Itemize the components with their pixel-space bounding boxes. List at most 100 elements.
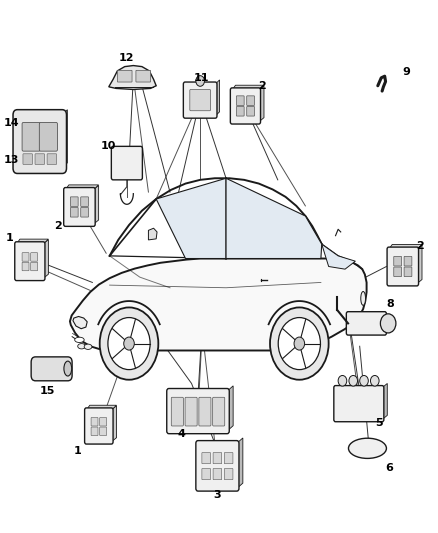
FancyBboxPatch shape [23, 154, 32, 165]
FancyBboxPatch shape [85, 408, 113, 444]
Text: 13: 13 [4, 155, 19, 165]
FancyBboxPatch shape [31, 262, 38, 271]
Text: 5: 5 [375, 418, 382, 428]
FancyBboxPatch shape [213, 453, 222, 464]
Polygon shape [111, 406, 117, 442]
FancyBboxPatch shape [224, 453, 233, 464]
Text: 10: 10 [101, 141, 116, 151]
FancyBboxPatch shape [404, 256, 412, 266]
FancyBboxPatch shape [247, 107, 254, 116]
Polygon shape [215, 80, 219, 116]
Polygon shape [70, 259, 367, 351]
Polygon shape [226, 178, 322, 259]
Polygon shape [232, 85, 264, 90]
FancyBboxPatch shape [394, 267, 402, 277]
FancyBboxPatch shape [394, 256, 402, 266]
Polygon shape [259, 86, 264, 122]
FancyBboxPatch shape [404, 267, 412, 277]
FancyBboxPatch shape [81, 207, 88, 217]
Text: 11: 11 [194, 73, 209, 83]
Text: 2: 2 [54, 221, 62, 231]
Circle shape [338, 375, 347, 386]
FancyBboxPatch shape [71, 207, 78, 217]
Polygon shape [65, 185, 99, 190]
Circle shape [360, 375, 368, 386]
FancyBboxPatch shape [35, 154, 45, 165]
Circle shape [380, 314, 396, 333]
FancyBboxPatch shape [213, 397, 225, 426]
FancyBboxPatch shape [346, 312, 386, 335]
Text: 1: 1 [74, 446, 81, 456]
Polygon shape [62, 110, 67, 168]
Polygon shape [156, 178, 226, 259]
FancyBboxPatch shape [111, 147, 142, 180]
FancyBboxPatch shape [199, 397, 211, 426]
FancyBboxPatch shape [81, 197, 88, 206]
FancyBboxPatch shape [91, 427, 98, 435]
Circle shape [124, 337, 134, 350]
Text: 14: 14 [4, 118, 19, 128]
FancyBboxPatch shape [64, 188, 95, 227]
FancyBboxPatch shape [202, 453, 211, 464]
FancyBboxPatch shape [213, 469, 222, 480]
FancyBboxPatch shape [22, 123, 40, 151]
Polygon shape [17, 239, 48, 244]
Ellipse shape [361, 292, 366, 305]
FancyBboxPatch shape [171, 397, 184, 426]
Polygon shape [73, 317, 87, 329]
FancyBboxPatch shape [31, 357, 72, 381]
Ellipse shape [75, 337, 84, 343]
FancyBboxPatch shape [100, 417, 106, 426]
Polygon shape [43, 240, 48, 278]
FancyBboxPatch shape [22, 262, 29, 271]
FancyBboxPatch shape [47, 154, 57, 165]
FancyBboxPatch shape [224, 469, 233, 480]
Text: 15: 15 [39, 386, 55, 396]
Polygon shape [237, 438, 243, 488]
Polygon shape [109, 66, 156, 90]
FancyBboxPatch shape [184, 82, 217, 118]
Text: 8: 8 [386, 299, 394, 309]
Circle shape [371, 375, 379, 386]
FancyBboxPatch shape [196, 441, 239, 491]
Ellipse shape [349, 438, 386, 458]
Polygon shape [382, 383, 387, 419]
Ellipse shape [78, 344, 85, 349]
FancyBboxPatch shape [237, 96, 244, 106]
FancyBboxPatch shape [167, 389, 229, 434]
Circle shape [278, 318, 321, 369]
Text: 12: 12 [119, 53, 134, 63]
FancyBboxPatch shape [100, 427, 106, 435]
Polygon shape [322, 244, 355, 269]
FancyBboxPatch shape [387, 247, 419, 286]
FancyBboxPatch shape [91, 417, 98, 426]
FancyBboxPatch shape [117, 70, 132, 82]
Circle shape [100, 308, 159, 379]
FancyBboxPatch shape [15, 242, 45, 280]
FancyBboxPatch shape [237, 107, 244, 116]
FancyBboxPatch shape [22, 253, 29, 261]
FancyBboxPatch shape [202, 469, 211, 480]
FancyBboxPatch shape [13, 110, 67, 173]
Text: 2: 2 [258, 81, 266, 91]
FancyBboxPatch shape [31, 253, 38, 261]
Ellipse shape [84, 344, 92, 350]
FancyBboxPatch shape [136, 70, 151, 82]
Circle shape [270, 308, 328, 379]
Polygon shape [93, 185, 99, 224]
FancyBboxPatch shape [71, 197, 78, 206]
FancyBboxPatch shape [190, 90, 211, 111]
Ellipse shape [357, 314, 363, 320]
Text: 9: 9 [403, 68, 411, 77]
Circle shape [349, 375, 357, 386]
Polygon shape [389, 245, 422, 249]
Polygon shape [227, 386, 233, 431]
Circle shape [108, 318, 150, 369]
Text: 6: 6 [385, 463, 393, 473]
FancyBboxPatch shape [39, 123, 57, 151]
Text: 3: 3 [214, 490, 221, 500]
FancyBboxPatch shape [247, 96, 254, 106]
Polygon shape [417, 245, 422, 284]
Text: 2: 2 [416, 240, 424, 251]
Circle shape [294, 337, 304, 350]
